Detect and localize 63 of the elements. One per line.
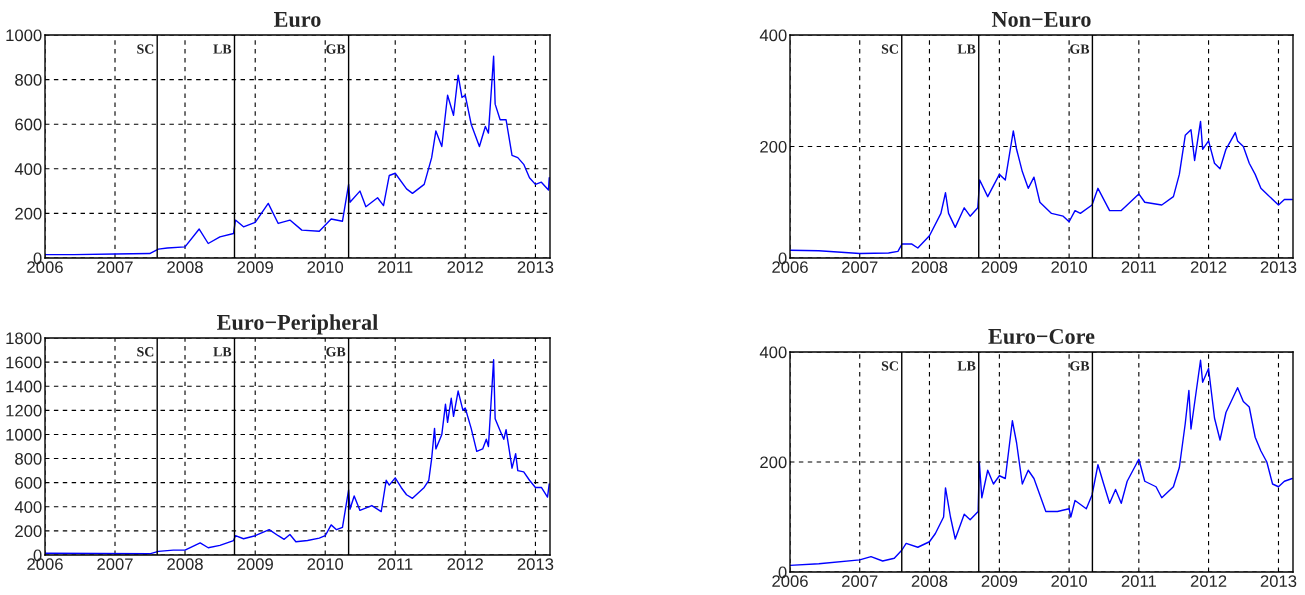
x-tick-label: 2013 [1260,575,1297,588]
x-tick-label: 2012 [447,261,483,274]
x-tick-label: 2007 [842,575,878,588]
ref-line-label: GB [1070,361,1090,371]
y-tick-label: 600 [15,118,42,131]
ref-line-label: GB [1070,44,1090,54]
y-tick-label: 800 [15,452,42,465]
y-tick-label: 1600 [6,356,42,369]
y-tick-label: 1800 [6,332,42,345]
y-tick-label: 400 [14,163,42,175]
x-tick-label: 2007 [842,261,878,274]
ref-line-label: SC [137,44,154,54]
x-tick-label: 2013 [517,558,554,571]
x-tick-label: 2011 [1121,575,1156,588]
x-tick-label: 2008 [167,558,203,571]
x-tick-label: 2011 [1121,261,1156,274]
ref-line-label: LB [213,347,232,357]
ref-line-label: GB [326,44,346,54]
y-tick-label: 200 [760,140,787,153]
y-tick-label: 200 [760,456,787,469]
x-tick-label: 2012 [1190,575,1227,588]
x-tick-label: 2012 [447,558,483,571]
x-tick-label: 2010 [1051,261,1087,274]
x-tick-label: 2009 [237,558,273,571]
y-tick-label: 400 [759,346,787,359]
y-tick-label: 800 [15,74,42,86]
y-tick-label: 400 [14,501,42,513]
ref-line-label: SC [881,44,898,54]
x-tick-label: 2013 [1260,261,1297,274]
x-tick-label: 2009 [981,261,1018,274]
x-tick-label: 2011 [378,558,413,571]
ref-line-label: LB [957,361,976,371]
y-tick-label: 600 [15,477,42,489]
x-tick-label: 2010 [307,558,344,571]
x-tick-label: 2010 [1051,575,1087,588]
ref-line-label: LB [213,44,232,54]
y-tick-label: 200 [15,207,42,220]
x-tick-label: 2011 [378,261,413,274]
ref-line-label: SC [881,361,898,371]
y-tick-label: 200 [15,525,42,538]
x-tick-label: 2009 [981,575,1018,588]
ref-line-label: LB [957,44,976,54]
x-tick-label: 2008 [911,575,948,588]
x-tick-label: 2008 [167,261,203,274]
chart-title: Non−Euro [991,12,1091,27]
chart-title: Euro [273,12,321,27]
x-tick-label: 2007 [97,558,133,571]
x-tick-label: 2013 [517,261,554,274]
y-tick-label: 1000 [6,29,42,42]
y-tick-label: 1000 [6,428,42,441]
ref-line-label: GB [326,347,346,357]
x-tick-label: 2012 [1190,261,1227,274]
x-tick-label: 2007 [97,261,133,274]
y-tick-label: 400 [759,29,787,42]
y-tick-label: 1200 [6,404,42,417]
chart-title: Euro−Core [988,328,1095,344]
line-series [790,359,1293,567]
x-tick-label: 2008 [911,261,948,274]
y-tick-label: 1400 [6,380,42,393]
chart-title: Euro−Peripheral [217,314,378,335]
x-tick-label: 2009 [237,261,273,274]
ref-line-label: SC [137,347,154,357]
x-tick-label: 2010 [307,261,344,274]
